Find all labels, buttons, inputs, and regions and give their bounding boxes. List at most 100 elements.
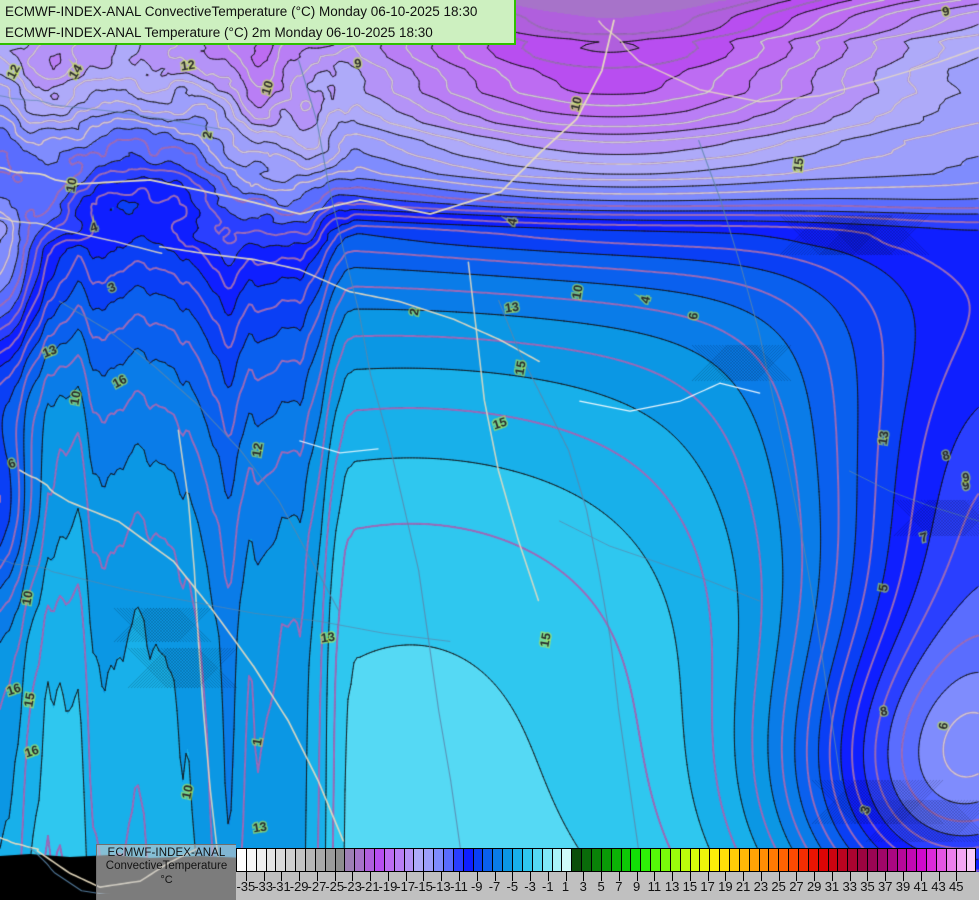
colorbar-legend: ECMWF-INDEX-ANAL ConvectiveTemperature °…: [96, 844, 979, 900]
colorbar-swatch: [582, 849, 592, 871]
colorbar-tick-label: 41: [913, 879, 928, 894]
colorbar-swatch: [680, 849, 691, 871]
colorbar-tick: [494, 872, 496, 881]
colorbar-tick: [316, 872, 318, 881]
colorbar-tick: [689, 872, 691, 881]
colorbar-tick: [814, 872, 816, 881]
colorbar-tick-label: 39: [895, 879, 911, 894]
colorbar-swatch: [946, 849, 957, 871]
colorbar-tick-label: 7: [615, 879, 623, 894]
colorbar-tick: [299, 872, 301, 881]
colorbar-tick-label: -23: [343, 879, 362, 894]
colorbar-tick-label: -3: [524, 879, 536, 894]
colorbar-swatches[interactable]: [236, 848, 976, 872]
colorbar-swatch: [818, 849, 829, 871]
colorbar-tick-label: 19: [718, 879, 733, 894]
colorbar-tick: [370, 872, 372, 881]
colorbar-swatch: [621, 849, 632, 871]
legend-label-pane: ECMWF-INDEX-ANAL ConvectiveTemperature °…: [96, 844, 236, 900]
colorbar-tick-label: -5: [506, 879, 519, 894]
colorbar-swatch: [424, 849, 435, 871]
legend-unit: °C: [160, 874, 173, 886]
colorbar-swatch: [700, 849, 711, 871]
colorbar-tick: [334, 872, 336, 881]
colorbar-swatch: [345, 849, 356, 871]
colorbar-swatch: [907, 849, 918, 871]
colorbar-tick: [956, 872, 958, 881]
colorbar-swatch: [877, 849, 888, 871]
colorbar-tick-label: -19: [378, 879, 398, 894]
colorbar-swatch: [256, 849, 267, 871]
colorbar-tick: [458, 872, 460, 881]
colorbar-tick: [672, 872, 674, 881]
map-title-box: ECMWF-INDEX-ANAL ConvectiveTemperature (…: [0, 0, 516, 45]
colorbar-tick: [760, 872, 762, 881]
colorbar-swatch: [394, 849, 405, 871]
colorbar-tick: [707, 872, 709, 881]
colorbar-swatch: [473, 849, 484, 871]
colorbar-swatch: [690, 849, 701, 871]
colorbar-swatch: [739, 849, 750, 871]
colorbar-swatch: [375, 849, 385, 871]
colorbar-tick: [583, 872, 585, 881]
colorbar-swatch: [286, 849, 297, 871]
colorbar-tick-label: -33: [254, 879, 274, 894]
legend-model-name: ECMWF-INDEX-ANAL: [107, 847, 226, 859]
colorbar-tick: [938, 872, 940, 881]
colorbar-swatch: [749, 849, 760, 871]
colorbar-swatch: [513, 849, 523, 871]
colorbar-tick-label: 1: [561, 879, 570, 894]
colorbar-swatch: [237, 849, 247, 871]
colorbar-tick-label: -25: [325, 879, 345, 894]
colorbar-swatch: [414, 849, 425, 871]
colorbar-tick: [778, 872, 780, 881]
colorbar-tick: [387, 872, 389, 881]
colorbar-swatch: [522, 849, 533, 871]
colorbar-tick-label: 11: [647, 879, 662, 894]
colorbar-tick-label: -21: [360, 879, 380, 894]
colorbar-tick-label: 9: [632, 879, 641, 894]
colorbar-tick: [725, 872, 727, 881]
colorbar-tick-label: 31: [824, 879, 840, 894]
colorbar-swatches-wrap[interactable]: [236, 848, 976, 872]
colorbar-swatch: [779, 849, 790, 871]
colorbar-ticks: [236, 872, 976, 881]
colorbar-tick-label: -31: [271, 879, 291, 894]
colorbar-swatch: [789, 849, 799, 871]
colorbar-swatch: [591, 849, 602, 871]
colorbar-tick: [512, 872, 514, 881]
colorbar-swatch: [552, 849, 563, 871]
legend-parameter-name: ConvectiveTemperature: [105, 860, 228, 872]
colorbar-swatch: [246, 849, 257, 871]
colorbar-tick-label: 33: [842, 879, 857, 894]
colorbar-swatch: [434, 849, 445, 871]
colorbar-tick: [920, 872, 922, 881]
colorbar-swatch: [966, 849, 976, 871]
colorbar-tick-label: 13: [664, 879, 680, 894]
colorbar-tick-label: 27: [789, 879, 804, 894]
colorbar-tick: [263, 872, 265, 881]
colorbar-swatch: [611, 849, 622, 871]
colorbar-tick: [885, 872, 887, 881]
colorbar-tick-label: 23: [753, 879, 769, 894]
colorbar-swatch: [532, 849, 543, 871]
colorbar-swatch: [838, 849, 849, 871]
colorbar-tick-label: 5: [597, 879, 605, 894]
colorbar-swatch: [315, 849, 326, 871]
colorbar-swatch: [562, 849, 573, 871]
colorbar-swatch: [325, 849, 336, 871]
colorbar-tick: [405, 872, 407, 881]
colorbar-swatch: [828, 849, 839, 871]
colorbar-swatch: [335, 849, 346, 871]
colorbar-tick: [796, 872, 798, 881]
colorbar-swatch: [769, 849, 780, 871]
colorbar-tick-label: -9: [470, 879, 483, 894]
colorbar-swatch: [720, 849, 730, 871]
legend-grey-strip: [236, 872, 979, 900]
colorbar-tick-label: 45: [949, 879, 964, 894]
colorbar-swatch: [868, 849, 878, 871]
colorbar-tick: [281, 872, 283, 881]
colorbar-tick: [601, 872, 603, 881]
colorbar-tick-label: -29: [289, 879, 309, 894]
